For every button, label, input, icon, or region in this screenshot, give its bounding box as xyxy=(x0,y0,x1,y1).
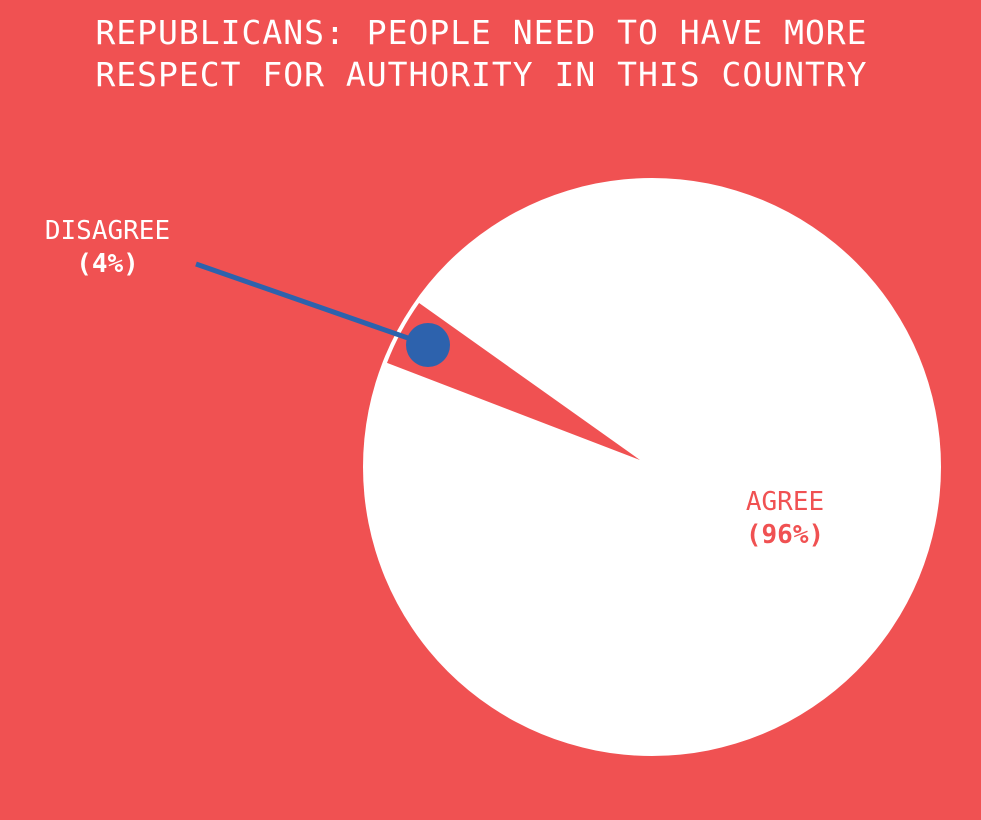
label-agree: AGREE (96%) xyxy=(700,486,870,552)
label-disagree-value: (4%) xyxy=(76,249,139,279)
chart-title: REPUBLICANS: PEOPLE NEED TO HAVE MORE RE… xyxy=(0,12,963,96)
chart-title-line-1: REPUBLICANS: PEOPLE NEED TO HAVE MORE xyxy=(95,13,868,52)
label-agree-value: (96%) xyxy=(745,520,825,550)
callout-line xyxy=(195,261,429,348)
label-agree-name: AGREE xyxy=(745,487,825,517)
chart-title-line-2: RESPECT FOR AUTHORITY IN THIS COUNTRY xyxy=(95,55,868,94)
callout-dot xyxy=(406,323,450,367)
pie-slice-disagree xyxy=(386,303,640,460)
label-disagree-name: DISAGREE xyxy=(44,216,171,246)
label-disagree: DISAGREE (4%) xyxy=(20,215,195,281)
pie-slice-agree xyxy=(363,178,941,756)
